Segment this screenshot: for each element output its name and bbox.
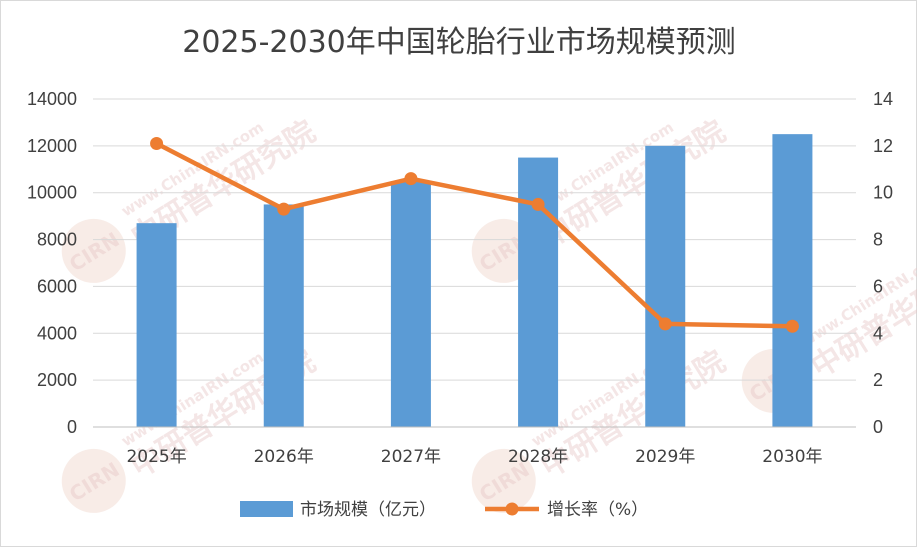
left-tick-label: 10000 <box>27 183 77 203</box>
right-tick-label: 2 <box>873 370 883 390</box>
x-axis: 2025年 2026年 2027年 2028年 2029年 2030年 <box>93 426 856 467</box>
bar <box>136 223 177 427</box>
line-point <box>277 202 291 216</box>
category-label: 2029年 <box>635 447 695 467</box>
category-label: 2027年 <box>381 447 441 467</box>
right-tick-label: 0 <box>873 417 883 437</box>
bar <box>645 145 686 427</box>
right-y-axis: 0 2 4 6 8 10 12 14 <box>873 89 893 437</box>
legend-label-line: 增长率（%） <box>547 500 648 520</box>
line-point <box>404 172 418 186</box>
bar <box>263 204 304 427</box>
bar <box>772 134 813 427</box>
left-tick-label: 4000 <box>37 323 77 343</box>
category-label: 2028年 <box>508 447 568 467</box>
line-point <box>531 197 545 211</box>
legend-swatch-marker <box>505 502 519 516</box>
right-tick-label: 4 <box>873 323 883 343</box>
growth-line <box>155 141 793 329</box>
right-tick-label: 12 <box>873 136 893 156</box>
right-tick-label: 14 <box>873 89 893 109</box>
line-series-growth-rate <box>150 137 799 333</box>
left-tick-label: 6000 <box>37 276 77 296</box>
left-y-axis: 0 2000 4000 6000 8000 10000 12000 14000 <box>27 89 77 437</box>
bar <box>390 181 431 427</box>
legend-swatch-bar <box>240 501 293 517</box>
legend: 市场规模（亿元） 增长率（%） <box>240 500 648 520</box>
watermark-logo <box>61 448 126 513</box>
right-tick-label: 10 <box>873 183 893 203</box>
category-label: 2025年 <box>126 447 186 467</box>
line-point <box>785 319 799 333</box>
line-point <box>658 317 672 331</box>
watermark-logo <box>471 448 536 513</box>
bar-series-market-size <box>136 134 813 428</box>
left-tick-label: 2000 <box>37 370 77 390</box>
watermark-logo <box>61 218 126 283</box>
category-label: 2030年 <box>762 447 822 467</box>
right-tick-label: 8 <box>873 230 883 250</box>
left-tick-label: 0 <box>67 417 77 437</box>
legend-label-bar: 市场规模（亿元） <box>300 500 436 520</box>
chart-title: 2025-2030年中国轮胎行业市场规模预测 <box>182 25 736 60</box>
category-label: 2026年 <box>254 447 314 467</box>
line-point <box>150 137 164 151</box>
left-tick-label: 14000 <box>27 89 77 109</box>
right-tick-label: 6 <box>873 276 883 296</box>
left-tick-label: 12000 <box>27 136 77 156</box>
left-tick-label: 8000 <box>37 230 77 250</box>
